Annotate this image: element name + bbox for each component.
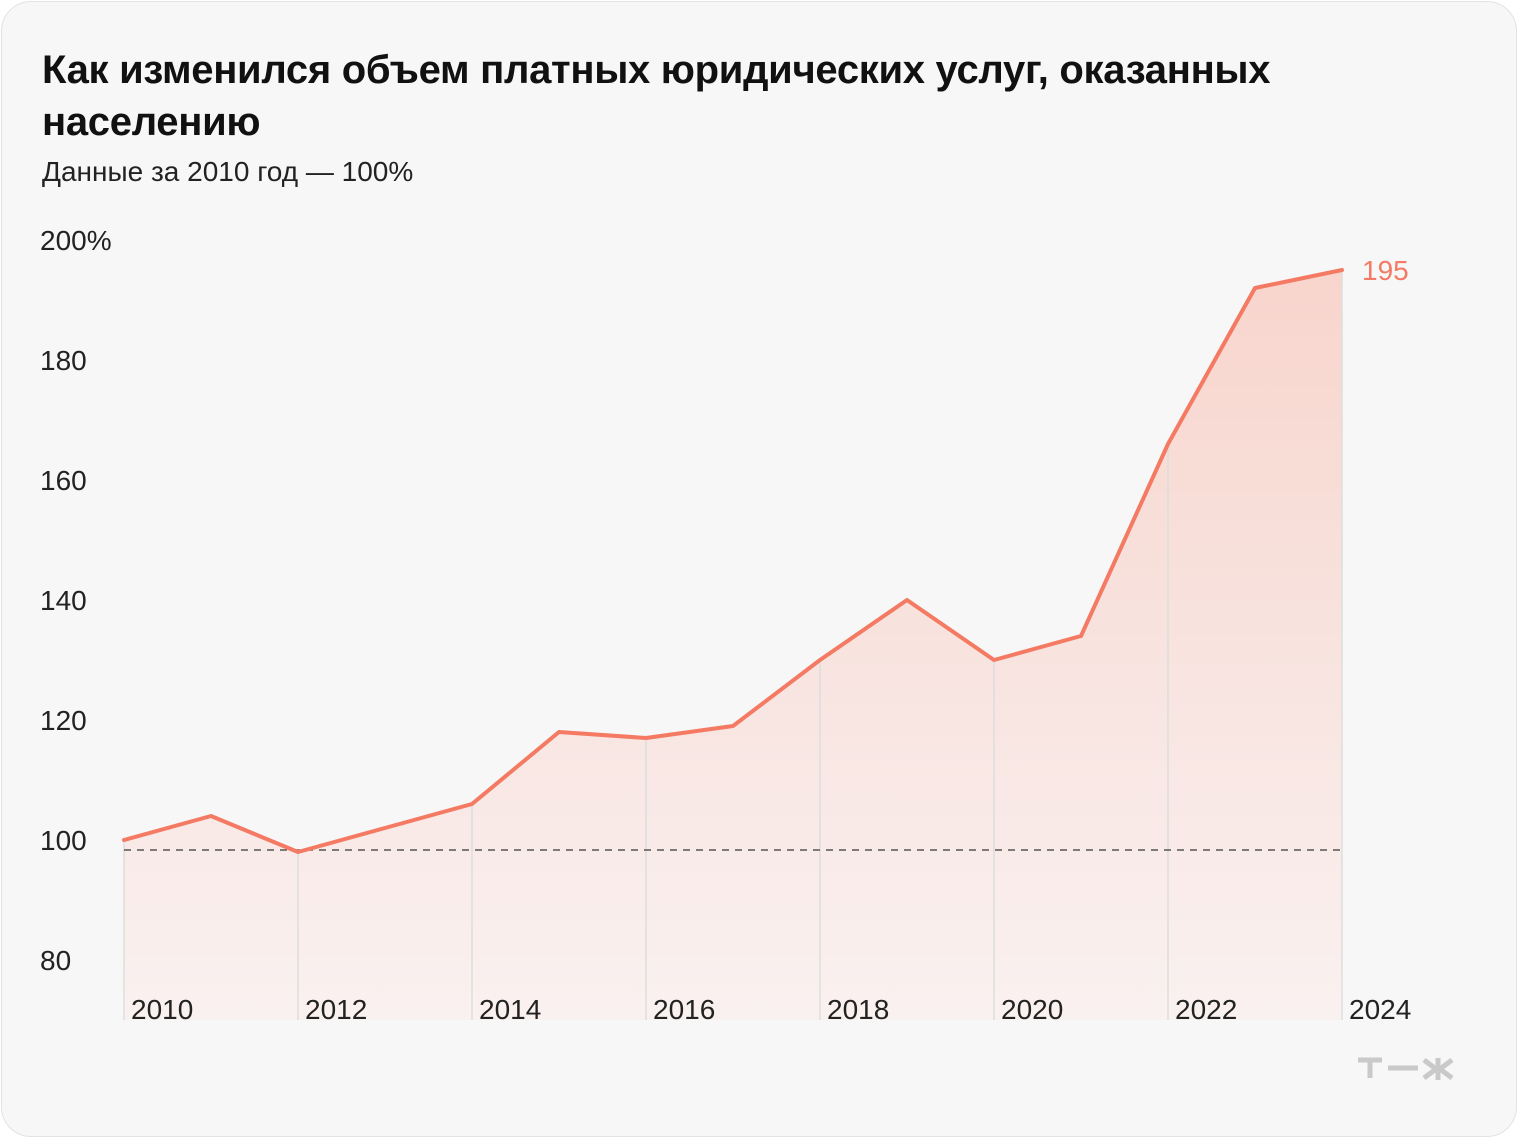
x-tick-label-2012: 2012 [305, 994, 367, 1025]
y-tick-label-200: 200% [40, 225, 112, 256]
x-tick-label-2016: 2016 [653, 994, 715, 1025]
x-tick-label-2010: 2010 [131, 994, 193, 1025]
x-tick-label-2020: 2020 [1001, 994, 1063, 1025]
y-tick-label-100: 100 [40, 825, 87, 856]
y-tick-label-160: 160 [40, 465, 87, 496]
gridlines [123, 270, 1343, 1020]
x-tick-label-2014: 2014 [479, 994, 541, 1025]
y-tick-label-120: 120 [40, 705, 87, 736]
series-area [124, 270, 1342, 1020]
end-label-layer: 195 [1362, 255, 1409, 286]
x-tick-label-2018: 2018 [827, 994, 889, 1025]
x-tick-label-2024: 2024 [1349, 994, 1411, 1025]
x-tick-label-2022: 2022 [1175, 994, 1237, 1025]
end-value-label: 195 [1362, 255, 1409, 286]
chart-subtitle: Данные за 2010 год — 100% [42, 156, 414, 187]
series-line-layer [122, 268, 1344, 854]
tzh-logo [1356, 1054, 1480, 1085]
x-axis-labels: 2010 2012 2014 2016 2018 2020 2022 2024 [131, 994, 1411, 1025]
chart-title: Как изменился объем платных юридических … [42, 48, 1271, 144]
y-tick-label-180: 180 [40, 345, 87, 376]
y-axis-labels: 200% 180 160 140 120 100 80 [40, 225, 112, 976]
y-tick-label-140: 140 [40, 585, 87, 616]
y-tick-label-80: 80 [40, 945, 71, 976]
area-layer [124, 270, 1342, 1020]
tzh-logo-mark [1358, 1057, 1454, 1080]
